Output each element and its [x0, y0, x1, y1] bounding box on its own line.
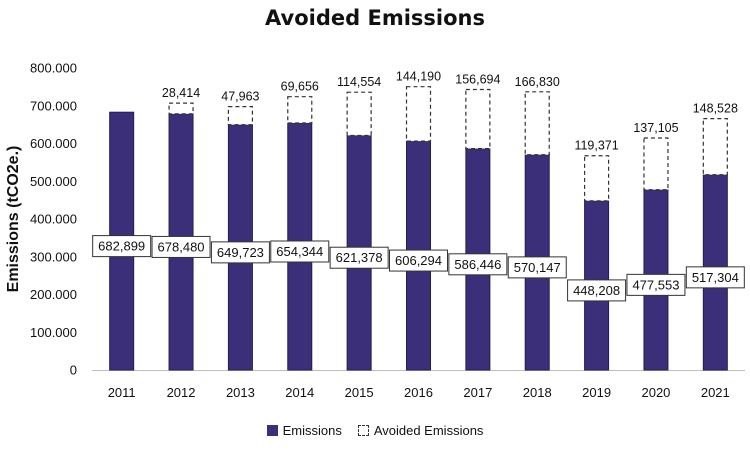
emissions-data-label-box — [567, 279, 627, 302]
emissions-data-label: 570,147 — [514, 260, 561, 275]
legend-item-emissions[interactable]: Emissions — [266, 423, 342, 438]
x-tick-label: 2016 — [404, 385, 433, 400]
y-tick-label: 400.000 — [30, 212, 77, 227]
emissions-data-label-box — [329, 246, 389, 269]
avoided-emissions-bar — [346, 91, 372, 137]
y-tick-label: 300.000 — [30, 249, 77, 264]
avoided-emissions-data-label: 69,656 — [281, 80, 319, 94]
emissions-data-label-box — [92, 235, 152, 258]
legend-item-avoided-emissions[interactable]: Avoided Emissions — [357, 423, 484, 438]
avoided-emissions-data-label: 28,414 — [162, 86, 200, 100]
emissions-data-label: 586,446 — [454, 257, 501, 272]
avoided-emissions-bar — [465, 88, 491, 150]
avoided-emissions-data-label: 156,694 — [455, 72, 500, 86]
emissions-data-label-box — [448, 253, 508, 276]
emissions-data-label: 517,304 — [692, 270, 739, 285]
emissions-swatch — [266, 425, 278, 436]
emissions-data-label-box — [507, 256, 567, 279]
x-tick-label: 2020 — [641, 385, 670, 400]
emissions-data-label: 621,378 — [336, 250, 383, 265]
x-tick-label: 2017 — [463, 385, 492, 400]
legend-label-emissions: Emissions — [282, 423, 342, 438]
avoided-emissions-bar — [227, 106, 254, 126]
avoided-emissions-bar — [524, 91, 550, 156]
y-tick-label: 0 — [70, 363, 77, 378]
x-tick-label: 2019 — [582, 385, 611, 400]
y-tick-label: 500.000 — [30, 174, 77, 189]
y-axis-label: Emissions (tCO2e.) — [5, 146, 22, 293]
x-tick-label: 2013 — [226, 385, 255, 400]
y-tick-label: 600.000 — [30, 136, 77, 151]
emissions-data-label: 448,208 — [573, 283, 620, 298]
x-tick-label: 2011 — [108, 385, 136, 400]
y-tick-label: 200.000 — [30, 287, 77, 302]
x-tick-label: 2014 — [285, 385, 314, 400]
avoided-emissions-swatch — [357, 425, 369, 436]
avoided-emissions-data-label: 144,190 — [396, 70, 441, 84]
avoided-emissions-bar — [405, 86, 432, 142]
emissions-data-label-box — [270, 240, 330, 263]
emissions-data-label-box — [626, 273, 686, 296]
avoided-emissions-bar — [643, 137, 669, 191]
avoided-emissions-bar — [287, 96, 313, 124]
emissions-data-label: 678,480 — [158, 239, 205, 254]
x-tick-label: 2018 — [523, 385, 552, 400]
emissions-data-label: 649,723 — [217, 245, 264, 260]
y-tick-label: 800.000 — [30, 61, 77, 76]
avoided-emissions-data-label: 148,528 — [693, 102, 738, 116]
legend-label-avoided-emissions: Avoided Emissions — [373, 423, 484, 438]
avoided-emissions-data-label: 137,105 — [633, 121, 678, 135]
chart-title: Avoided Emissions — [265, 6, 485, 30]
legend: Emissions Avoided Emissions — [0, 423, 750, 438]
avoided-emissions-data-label: 114,554 — [337, 75, 381, 89]
y-tick-label: 700.000 — [30, 98, 77, 113]
x-tick-label: 2012 — [167, 385, 196, 400]
avoided-emissions-data-label: 47,963 — [221, 90, 259, 104]
emissions-data-label-box — [151, 235, 211, 258]
avoided-emissions-data-label: 166,830 — [515, 75, 560, 89]
emissions-data-label: 682,899 — [98, 239, 145, 254]
emissions-data-label: 654,344 — [276, 244, 323, 259]
avoided-emissions-bar — [702, 118, 728, 176]
avoided-emissions-data-label: 119,371 — [574, 139, 618, 153]
emissions-data-label: 606,294 — [395, 253, 442, 268]
emissions-data-label-box — [685, 266, 745, 289]
emissions-data-label-box — [210, 241, 270, 264]
emissions-data-label-box — [389, 249, 448, 272]
avoided-emissions-bar — [168, 102, 194, 115]
avoided-emissions-bar — [583, 155, 610, 202]
x-tick-label: 2021 — [701, 385, 730, 400]
emissions-data-label: 477,553 — [632, 277, 679, 292]
y-tick-label: 100.000 — [30, 325, 77, 340]
x-tick-label: 2015 — [345, 385, 374, 400]
